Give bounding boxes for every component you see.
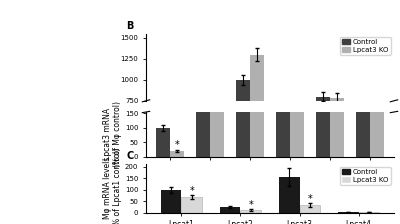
Bar [358, 212, 379, 213]
Bar [250, 55, 264, 164]
Bar [170, 162, 184, 164]
Text: B: B [126, 22, 134, 31]
Bar [156, 155, 170, 164]
Bar [182, 197, 202, 213]
Bar [276, 139, 290, 164]
Bar [170, 151, 184, 157]
Bar [338, 212, 358, 213]
Bar [196, 0, 210, 157]
Bar [236, 80, 250, 164]
Y-axis label: Mφ mRNA levels
(% of Lpcat1 control): Mφ mRNA levels (% of Lpcat1 control) [103, 148, 122, 224]
Bar [290, 139, 304, 164]
Bar [156, 128, 170, 157]
Bar [240, 210, 261, 213]
Bar [161, 190, 182, 213]
Text: *: * [189, 186, 194, 196]
Legend: Control, Lpcat3 KO: Control, Lpcat3 KO [340, 37, 390, 55]
Bar [236, 0, 250, 157]
Bar [300, 205, 320, 213]
Text: *: * [248, 200, 253, 210]
Bar [210, 0, 224, 157]
Text: *: * [175, 140, 179, 150]
Bar [370, 0, 384, 157]
Bar [316, 97, 330, 164]
Text: C: C [126, 151, 134, 161]
Bar [276, 70, 290, 157]
Bar [370, 113, 384, 164]
Bar [290, 70, 304, 157]
Bar [250, 0, 264, 157]
Bar [356, 113, 370, 164]
Bar [356, 0, 370, 157]
Text: *: * [308, 194, 312, 204]
Legend: Control, Lpcat3 KO: Control, Lpcat3 KO [340, 167, 390, 185]
Bar [316, 0, 330, 157]
Bar [196, 109, 210, 164]
Y-axis label: Lpcat3 mRNA
(% of Mφ control): Lpcat3 mRNA (% of Mφ control) [103, 101, 122, 167]
Bar [220, 207, 240, 213]
Bar [330, 0, 344, 157]
Bar [279, 177, 300, 213]
Bar [330, 98, 344, 164]
Bar [210, 109, 224, 164]
